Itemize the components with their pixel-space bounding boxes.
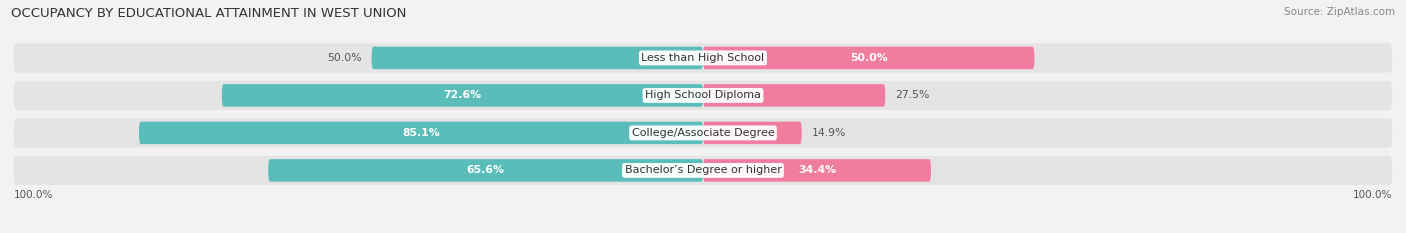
Text: Source: ZipAtlas.com: Source: ZipAtlas.com	[1284, 7, 1395, 17]
FancyBboxPatch shape	[14, 43, 1392, 72]
Text: 27.5%: 27.5%	[896, 90, 929, 100]
FancyBboxPatch shape	[14, 81, 1392, 110]
FancyBboxPatch shape	[222, 84, 703, 107]
Text: Bachelor’s Degree or higher: Bachelor’s Degree or higher	[624, 165, 782, 175]
Text: 72.6%: 72.6%	[443, 90, 481, 100]
FancyBboxPatch shape	[703, 47, 1035, 69]
FancyBboxPatch shape	[703, 84, 886, 107]
Text: High School Diploma: High School Diploma	[645, 90, 761, 100]
Text: 100.0%: 100.0%	[1353, 190, 1392, 200]
Text: OCCUPANCY BY EDUCATIONAL ATTAINMENT IN WEST UNION: OCCUPANCY BY EDUCATIONAL ATTAINMENT IN W…	[11, 7, 406, 20]
Text: College/Associate Degree: College/Associate Degree	[631, 128, 775, 138]
FancyBboxPatch shape	[14, 118, 1392, 147]
Text: 100.0%: 100.0%	[14, 190, 53, 200]
FancyBboxPatch shape	[269, 159, 703, 182]
FancyBboxPatch shape	[139, 122, 703, 144]
FancyBboxPatch shape	[14, 156, 1392, 185]
Text: 50.0%: 50.0%	[849, 53, 887, 63]
Text: 85.1%: 85.1%	[402, 128, 440, 138]
FancyBboxPatch shape	[371, 47, 703, 69]
Text: Less than High School: Less than High School	[641, 53, 765, 63]
FancyBboxPatch shape	[703, 122, 801, 144]
FancyBboxPatch shape	[703, 159, 931, 182]
Text: 14.9%: 14.9%	[811, 128, 846, 138]
Text: 65.6%: 65.6%	[467, 165, 505, 175]
Text: 34.4%: 34.4%	[799, 165, 837, 175]
Text: 50.0%: 50.0%	[328, 53, 361, 63]
